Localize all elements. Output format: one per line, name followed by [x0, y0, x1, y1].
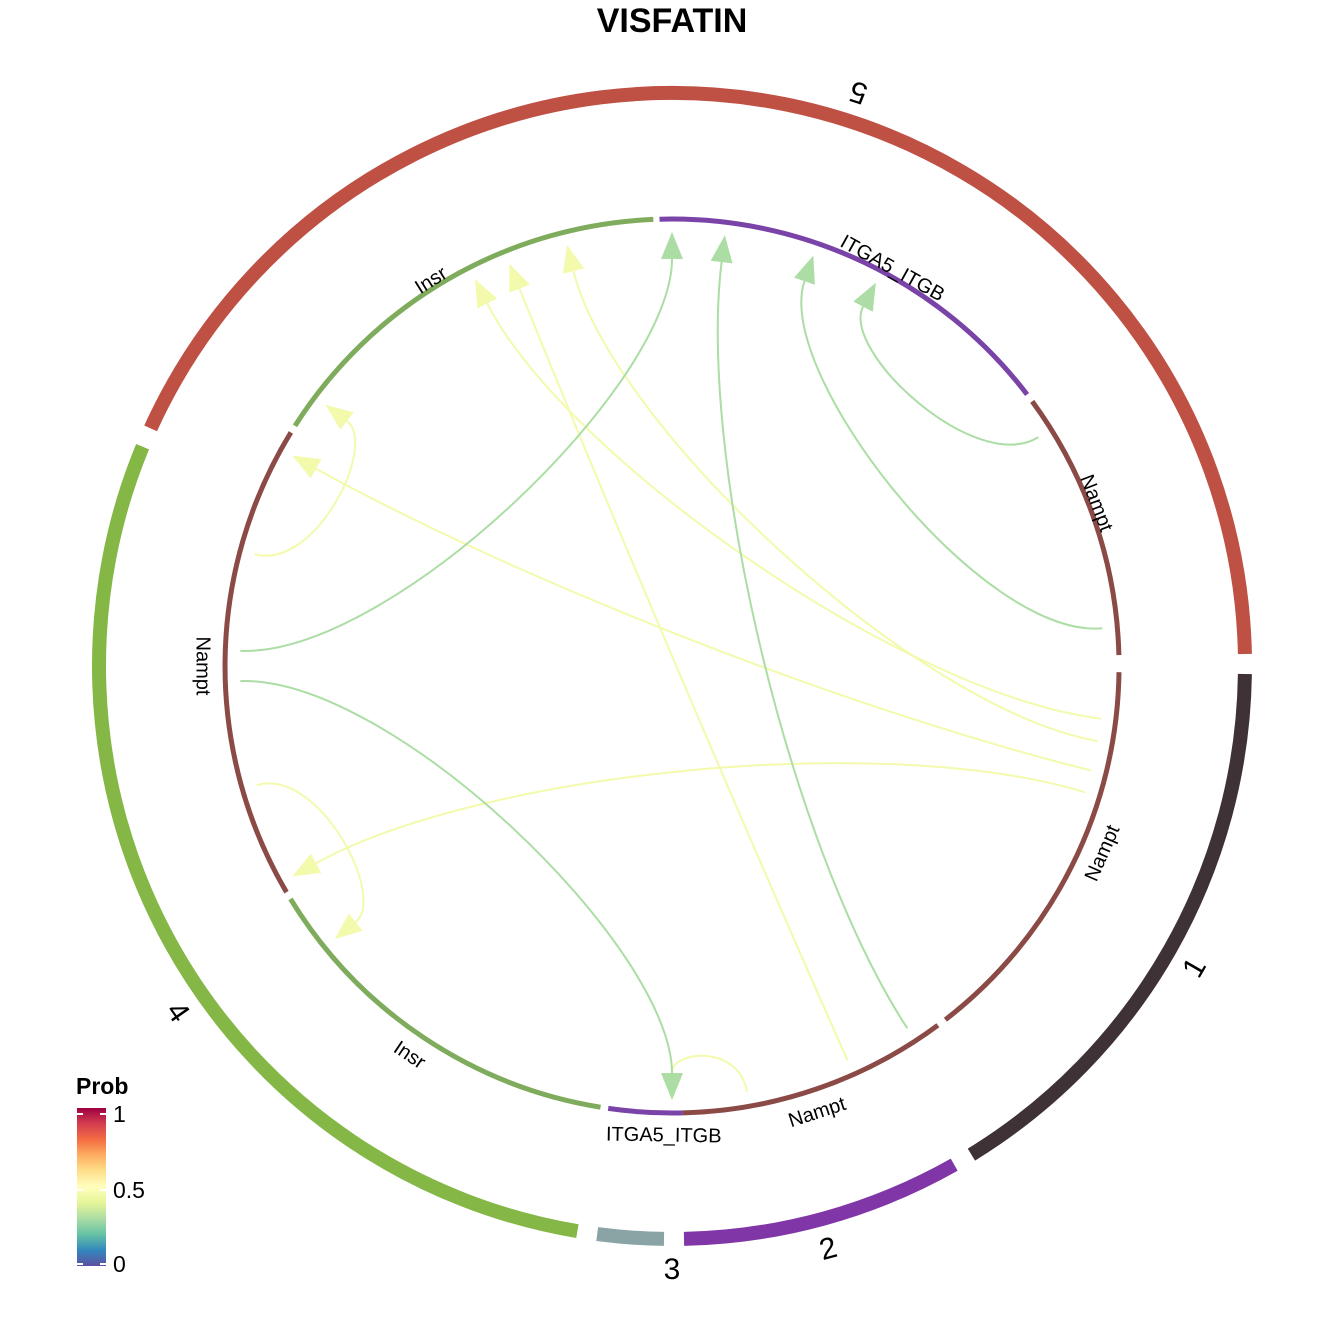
chord-arrowhead — [562, 244, 585, 274]
group-label-1: 1 — [1176, 952, 1213, 983]
chord-arrowhead — [509, 263, 530, 293]
group-arc-4 — [92, 444, 579, 1239]
sector-arc — [292, 216, 654, 428]
chord-arrowhead — [661, 1073, 683, 1100]
chord-link — [518, 288, 849, 1062]
legend-colorbar — [77, 1108, 106, 1266]
group-label-4: 4 — [159, 996, 196, 1029]
chord-link — [800, 280, 1103, 630]
group-arc-5 — [144, 85, 1252, 655]
group-label-2: 2 — [816, 1231, 841, 1267]
chord-link — [254, 420, 357, 557]
chord-link — [315, 762, 1086, 865]
chord-link — [859, 306, 1039, 446]
sector-label: Insr — [411, 262, 451, 299]
legend-tick-label: 1 — [113, 1101, 126, 1127]
group-arc-1 — [967, 673, 1252, 1161]
sector-label: Nampt — [786, 1093, 849, 1132]
chord-arrowhead — [292, 455, 322, 479]
sector-label: Nampt — [1075, 472, 1117, 535]
sector-arc — [1030, 399, 1122, 656]
chart-title: VISFATIN — [597, 2, 748, 40]
sector-arc — [288, 897, 601, 1110]
legend-tick-label: 0.5 — [113, 1177, 145, 1203]
sector-arc — [222, 431, 294, 894]
sector-arc — [659, 216, 1030, 397]
chord-arrowhead — [661, 232, 683, 259]
group-arcs — [92, 85, 1252, 1246]
chord-link — [572, 270, 1098, 742]
chord-arrowhead — [292, 853, 322, 877]
sector-arc — [607, 1105, 683, 1116]
chord-link — [315, 467, 1092, 772]
sector-label: ITGA5_ITGB — [836, 231, 948, 306]
sector-label: Insr — [389, 1037, 429, 1074]
group-labels: 1 2 3 4 5 — [159, 74, 1213, 1286]
chord-arrowhead — [334, 913, 363, 940]
chord-links — [240, 232, 1103, 1100]
sector-label: ITGA5_ITGB — [606, 1123, 722, 1147]
chord-link — [240, 680, 673, 1074]
legend-tick-label: 0 — [113, 1251, 126, 1277]
chord-arrowhead — [325, 404, 354, 430]
prob-legend: Prob 10.50 — [76, 1073, 145, 1277]
group-label-5: 5 — [845, 74, 871, 111]
chord-link — [671, 1054, 748, 1092]
chord-link — [716, 261, 909, 1029]
group-arc-2 — [683, 1158, 958, 1246]
legend-ticks: 10.50 — [77, 1101, 145, 1277]
group-label-3: 3 — [664, 1253, 681, 1286]
chord-link — [240, 258, 673, 652]
chord-arrowhead — [853, 282, 876, 312]
group-arc-3 — [596, 1227, 665, 1246]
sector-labels: Nampt Nampt ITGA5_ITGB Insr Nampt Insr ITGA5_I… — [191, 231, 1124, 1148]
legend-title: Prob — [76, 1073, 128, 1099]
sector-arc — [943, 672, 1122, 1022]
sector-arcs — [222, 216, 1122, 1116]
chord-arrowhead — [710, 235, 733, 264]
sector-label: Nampt — [191, 637, 213, 696]
sector-arc — [682, 1023, 940, 1116]
chord-link — [486, 302, 1101, 720]
chord-arrowhead — [794, 255, 815, 285]
chord-arrowhead — [475, 279, 497, 309]
chord-link — [256, 782, 365, 923]
